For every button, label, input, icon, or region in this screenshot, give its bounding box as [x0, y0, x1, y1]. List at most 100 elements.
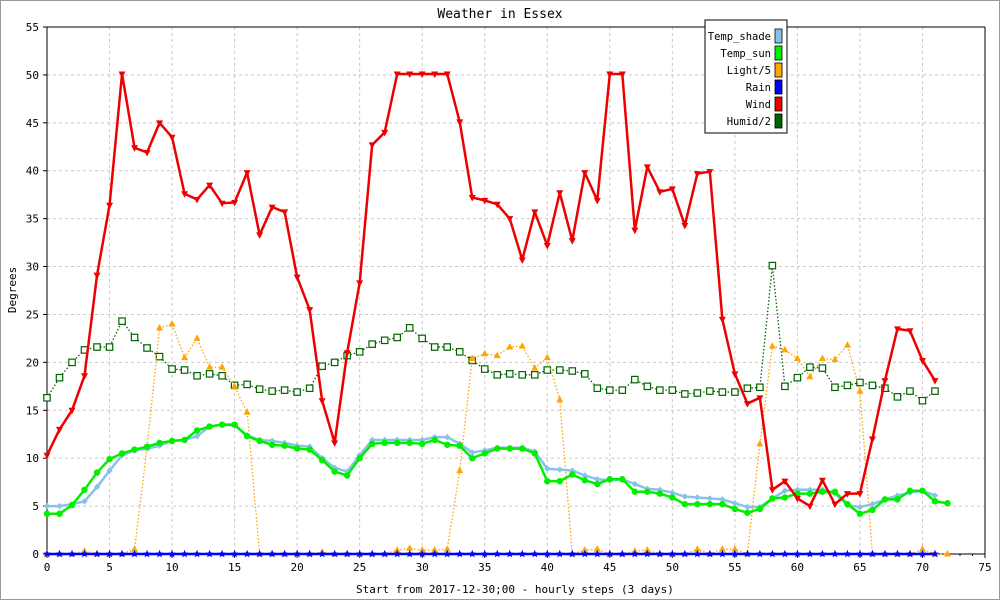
- data-point: [368, 549, 377, 558]
- data-point: [718, 549, 727, 558]
- data-point: [719, 496, 726, 503]
- data-point: [156, 439, 163, 447]
- data-point: [918, 545, 926, 552]
- data-point: [881, 378, 889, 385]
- legend-label: Light/5: [727, 65, 771, 77]
- data-point: [43, 452, 51, 460]
- data-point: [469, 449, 476, 456]
- data-point: [343, 472, 351, 479]
- data-point: [743, 549, 752, 558]
- data-point: [156, 323, 164, 331]
- data-point: [418, 334, 427, 343]
- data-point: [693, 549, 702, 558]
- data-point: [581, 472, 588, 479]
- data-point: [330, 549, 339, 558]
- data-point: [444, 441, 451, 448]
- data-point: [705, 549, 714, 558]
- data-point: [80, 549, 89, 558]
- data-point: [131, 545, 139, 552]
- data-point: [218, 371, 226, 380]
- data-point: [831, 355, 839, 362]
- data-point: [756, 395, 764, 402]
- data-point: [731, 371, 739, 378]
- y-tick-label: 35: [26, 213, 39, 226]
- data-point: [568, 238, 576, 245]
- data-point: [756, 505, 764, 513]
- y-axis-label: Degrees: [6, 267, 19, 313]
- chart-title: Weather in Essex: [437, 7, 562, 22]
- data-point: [543, 353, 551, 361]
- data-point: [255, 549, 264, 558]
- data-point: [293, 549, 302, 558]
- data-point: [81, 498, 88, 505]
- data-point: [706, 169, 714, 176]
- data-point: [919, 487, 926, 494]
- data-point: [118, 549, 127, 558]
- data-point: [355, 549, 364, 558]
- data-point: [280, 549, 289, 558]
- data-point: [930, 549, 939, 558]
- data-point: [706, 500, 714, 508]
- data-point: [356, 280, 364, 287]
- data-point: [556, 190, 564, 197]
- data-point: [280, 386, 289, 394]
- data-point: [580, 370, 589, 378]
- legend-label: Wind: [746, 99, 771, 111]
- data-point: [418, 71, 426, 78]
- data-point: [631, 480, 639, 488]
- data-point: [206, 423, 213, 430]
- data-point: [406, 71, 414, 78]
- data-point: [68, 358, 76, 367]
- data-point: [281, 209, 289, 216]
- x-tick-label: 15: [228, 561, 241, 574]
- data-point: [643, 382, 652, 391]
- data-point: [880, 549, 889, 558]
- data-point: [505, 549, 514, 558]
- data-point: [306, 307, 314, 314]
- data-point: [693, 389, 702, 397]
- data-point: [531, 450, 538, 457]
- data-point: [543, 366, 552, 374]
- data-point: [456, 466, 464, 474]
- y-tick-label: 40: [26, 165, 39, 178]
- data-point: [668, 186, 676, 193]
- data-point: [193, 549, 202, 558]
- data-point: [243, 170, 251, 177]
- data-point: [893, 549, 902, 558]
- data-point: [106, 202, 114, 210]
- data-point: [293, 445, 301, 452]
- data-point: [106, 455, 113, 463]
- data-point: [318, 549, 327, 558]
- data-point: [243, 432, 251, 440]
- legend-label: Temp_shade: [708, 31, 771, 43]
- legend-swatch: [774, 96, 783, 112]
- data-point: [330, 358, 339, 367]
- data-point: [468, 354, 476, 362]
- data-point: [681, 493, 689, 500]
- data-point: [443, 343, 452, 351]
- data-point: [631, 488, 639, 495]
- data-point: [381, 129, 389, 137]
- series-layer: [43, 71, 951, 558]
- series-wind: [43, 71, 939, 511]
- data-point: [55, 373, 64, 382]
- data-point: [756, 383, 764, 392]
- data-point: [56, 426, 64, 434]
- data-point: [543, 549, 552, 558]
- data-point: [519, 445, 526, 452]
- data-point: [781, 345, 789, 353]
- data-point: [305, 384, 314, 393]
- data-point: [756, 439, 764, 447]
- data-point: [656, 386, 664, 394]
- data-point: [443, 545, 451, 552]
- data-point: [555, 366, 564, 374]
- data-point: [43, 510, 51, 517]
- data-point: [531, 364, 539, 371]
- data-point: [418, 546, 426, 553]
- data-point: [393, 549, 402, 558]
- data-point: [581, 477, 588, 484]
- data-point: [493, 371, 502, 379]
- data-point: [68, 407, 76, 415]
- data-point: [268, 441, 276, 448]
- data-point: [719, 500, 726, 508]
